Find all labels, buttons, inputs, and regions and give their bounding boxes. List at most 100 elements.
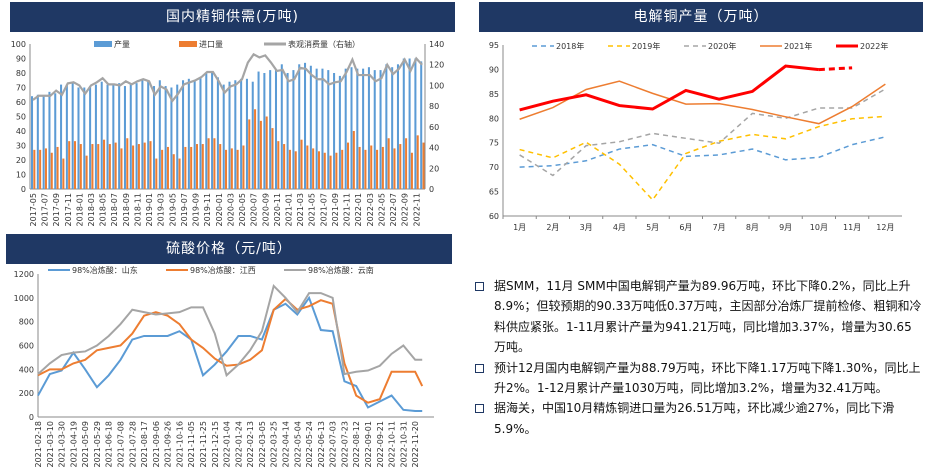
production-bar [280,64,283,189]
square-bullet-icon [475,363,484,373]
import-bar [201,144,204,189]
supply-y-tick: 30 [16,142,26,151]
supply-x-tick: 2019-05 [168,193,177,226]
import-bar [341,149,344,189]
import-bar [300,139,303,189]
acid-x-tick: 2021-08-17 [140,421,149,468]
supply-x-tick: 2017-05 [29,193,38,226]
import-bar [184,146,187,189]
production-bar [42,96,45,189]
import-bar [410,152,413,189]
acid-x-tick: 2022-03-05 [258,421,267,468]
supply-x-tick: 2017-09 [52,193,61,226]
supply-x-tick: 2022-01 [354,193,363,226]
supply-x-tick: 2021-01 [284,193,293,226]
acid-x-tick: 2021-07-08 [117,421,126,468]
acid-x-tick: 2022-01-04 [223,421,232,468]
supply-y2-tick: 80 [429,102,439,111]
consumption-line [32,52,423,103]
acid-x-tick: 2022-07-23 [340,421,349,468]
import-bar [178,158,181,189]
supply-x-tick: 2021-03 [296,193,305,226]
import-bar [370,145,373,189]
import-bar [73,141,77,189]
import-bar [265,116,268,189]
production-bar [327,70,330,189]
supply-y-tick: 60 [16,98,26,107]
import-bar [405,138,408,189]
production-bar [176,84,179,189]
note-item: 据海关，中国10月精炼铜进口量为26.51万吨，环比减少逾27%，同比下滑5.9… [472,398,922,439]
output-y-tick: 85 [489,90,499,99]
output-x-tick: 2月 [546,223,559,232]
import-bar [248,119,251,189]
acid-x-tick: 2021-04-19 [69,421,78,468]
supply-y-tick: 20 [16,156,26,165]
production-bar [286,73,289,189]
supply-y-tick: 100 [11,40,26,49]
supply-x-tick: 2021-05 [308,193,317,226]
acid-x-tick: 2022-05-04 [293,421,302,468]
supply-x-tick: 2018-09 [122,193,131,226]
production-bar [77,87,80,189]
production-bar [344,68,347,189]
supply-x-tick: 2020-01 [215,193,224,226]
supply-x-tick: 2019-07 [180,193,189,226]
acid-x-tick: 2021-10-16 [175,421,184,468]
production-bar [257,71,260,189]
import-bar [85,155,88,189]
supply-x-tick: 2020-11 [273,193,282,226]
supply-x-tick: 2019-01 [145,193,154,226]
production-bar [292,70,295,189]
acid-x-tick: 2022-06-13 [317,421,326,468]
import-bar [381,146,384,189]
production-bar [379,70,382,189]
import-bar [347,142,350,189]
supply-x-tick: 2019-03 [157,193,166,226]
output-y-tick: 75 [489,139,499,148]
supply-y2-tick: 120 [429,61,444,70]
production-bar [100,81,103,189]
import-bar [422,142,425,189]
acid-x-tick: 2021-11-05 [187,421,196,468]
import-bar [149,141,152,189]
production-bar [54,93,57,189]
production-bar [240,78,243,189]
production-bar [321,68,324,189]
commentary: 据SMM，11月 SMM中国电解铜产量为89.96万吨，环比下降0.2%，同比上… [472,276,922,439]
import-bar [213,138,216,189]
production-bar [31,96,34,189]
production-bar [402,58,405,189]
import-bar [358,146,361,189]
acid-x-tick: 2022-11-20 [411,421,420,468]
production-bar [158,80,161,189]
production-bar [129,84,132,189]
import-bar [364,149,367,189]
import-bar [271,128,274,189]
production-bar [245,78,248,189]
production-bar [118,83,121,189]
production-bar [333,73,336,189]
square-bullet-icon [475,404,484,414]
import-bar [68,141,71,189]
import-bar [161,149,164,189]
supply-y2-tick: 40 [429,144,439,153]
note-item: 预计12月国内电解铜产量为88.79万吨，环比下降1.17万吨下降1.30%，同… [472,358,922,399]
import-bar [62,158,65,189]
acid-x-tick: 2021-09-26 [164,421,173,468]
import-bar [352,131,355,189]
import-bar [143,142,146,189]
acid-x-tick: 2022-04-14 [282,421,291,468]
output-legend-label: 2019年 [632,41,660,51]
import-bar [79,144,82,189]
production-bar [385,64,388,189]
output-x-tick: 7月 [713,223,726,232]
production-bar [420,61,423,189]
production-bar [373,70,376,189]
supply-y-tick: 50 [16,113,26,122]
import-bar [103,139,106,189]
acid-line [37,297,424,404]
output-x-tick: 4月 [613,223,626,232]
output-y-tick: 95 [489,41,499,50]
import-bar [306,145,309,189]
